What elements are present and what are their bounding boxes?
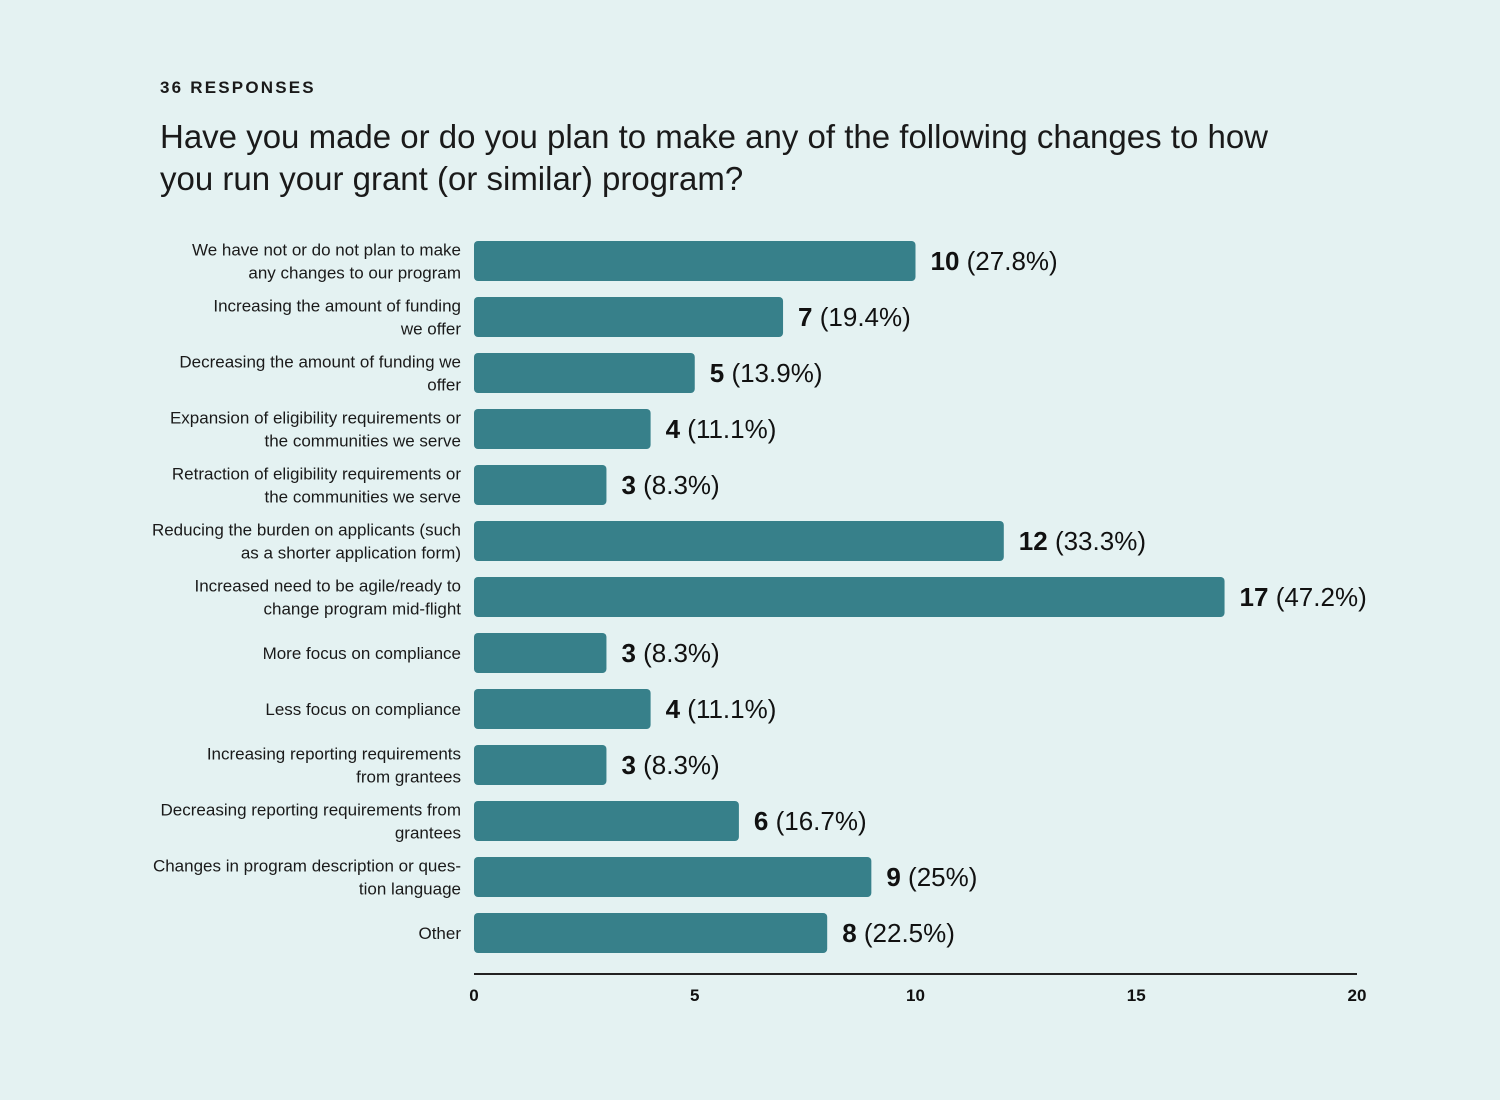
bar-10 <box>474 801 739 841</box>
x-tick-label-2: 10 <box>906 986 925 1005</box>
bar-2 <box>474 353 695 393</box>
value-label-0: 10 (27.8%) <box>931 246 1058 276</box>
bar-11 <box>474 857 872 897</box>
value-label-10: 6 (16.7%) <box>754 806 867 836</box>
bar-3 <box>474 409 651 449</box>
bar-12 <box>474 913 828 953</box>
category-label-10: Decreasing reporting requirements from gr… <box>161 801 461 843</box>
bar-1 <box>474 297 784 337</box>
category-label-2: Decreasing the amount of funding we offer <box>179 353 461 395</box>
category-label-4: Retraction of eligibility requirements o… <box>172 465 461 507</box>
value-label-4: 3 (8.3%) <box>621 470 719 500</box>
x-tick-label-1: 5 <box>690 986 699 1005</box>
value-label-3: 4 (11.1%) <box>666 414 777 444</box>
bar-6 <box>474 577 1225 617</box>
value-label-5: 12 (33.3%) <box>1019 526 1146 556</box>
chart-title: Have you made or do you plan to make any… <box>160 118 1269 197</box>
category-label-0: We have not or do not plan to make any ch… <box>192 241 461 283</box>
value-label-9: 3 (8.3%) <box>621 750 719 780</box>
category-label-9: Increasing reporting requirements from gr… <box>207 745 461 787</box>
bar-7 <box>474 633 607 673</box>
value-label-1: 7 (19.4%) <box>798 302 911 332</box>
x-tick-label-3: 15 <box>1127 986 1146 1005</box>
bar-5 <box>474 521 1004 561</box>
category-label-6: Increased need to be agile/ready to chang… <box>194 577 461 619</box>
x-tick-label-0: 0 <box>469 986 478 1005</box>
value-label-11: 9 (25%) <box>886 862 977 892</box>
value-label-12: 8 (22.5%) <box>842 918 955 948</box>
bar-0 <box>474 241 916 281</box>
bar-4 <box>474 465 607 505</box>
bar-9 <box>474 745 607 785</box>
category-label-3: Expansion of eligibility requirements or… <box>170 409 461 451</box>
value-label-6: 17 (47.2%) <box>1240 582 1367 612</box>
category-label-12: Other <box>418 924 461 943</box>
category-label-11: Changes in program description or ques-t… <box>153 857 461 899</box>
category-label-8: Less focus on compliance <box>265 700 461 719</box>
category-label-1: Increasing the amount of funding we offer <box>213 297 461 339</box>
x-tick-label-4: 20 <box>1348 986 1367 1005</box>
bar-8 <box>474 689 651 729</box>
responses-count: 36 RESPONSES <box>160 78 316 97</box>
category-label-7: More focus on compliance <box>263 644 461 663</box>
value-label-7: 3 (8.3%) <box>621 638 719 668</box>
value-label-8: 4 (11.1%) <box>666 694 777 724</box>
category-label-5: Reducing the burden on applicants (such a… <box>152 521 461 563</box>
value-label-2: 5 (13.9%) <box>710 358 823 388</box>
